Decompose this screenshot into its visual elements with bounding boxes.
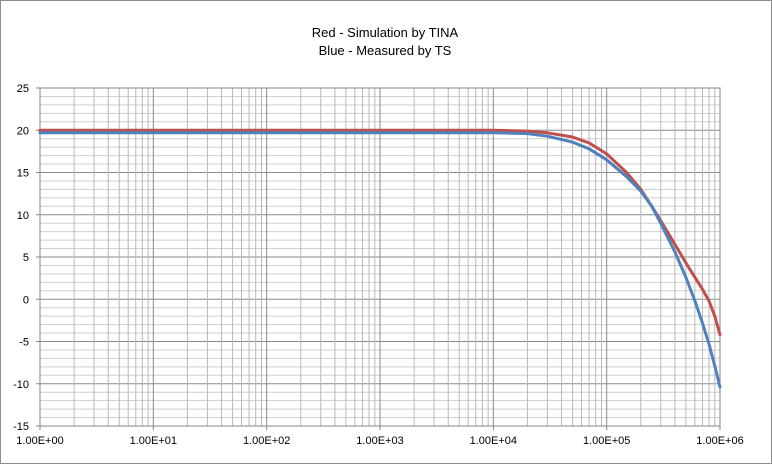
y-tick-label: -5 [19, 337, 29, 349]
x-tick-label: 1.00E+03 [356, 435, 403, 447]
y-tick-label: 15 [17, 168, 29, 180]
y-tick-label: -10 [13, 379, 29, 391]
x-tick-labels: 1.00E+00 1.00E+01 1.00E+02 1.00E+03 1.00E+04… [16, 426, 744, 447]
x-tick-label: 1.00E+01 [130, 435, 177, 447]
x-tick-label: 1.00E+05 [583, 435, 630, 447]
x-tick-label: 1.00E+06 [696, 435, 743, 447]
chart-title: Red - Simulation by TINA Blue - Measured… [0, 24, 770, 60]
series-line-2 [38, 131, 722, 389]
title-line-2: Blue - Measured by TS [318, 43, 452, 58]
y-tick-label: 0 [23, 294, 29, 306]
y-tick-label: 25 [17, 83, 29, 95]
y-tick-label: 10 [17, 210, 29, 222]
grid-lines [39, 87, 721, 427]
x-tick-label: 1.00E+00 [16, 435, 63, 447]
y-tick-labels: -15 -10 -5 0 5 10 15 20 25 [13, 83, 40, 433]
y-tick-label: -15 [13, 421, 29, 433]
title-line-1: Red - Simulation by TINA [311, 25, 459, 40]
y-tick-label: 20 [17, 125, 29, 137]
series-lines [38, 128, 722, 389]
x-tick-label: 1.00E+02 [243, 435, 290, 447]
x-tick-label: 1.00E+04 [470, 435, 517, 447]
y-tick-label: 5 [23, 252, 29, 264]
series-line-1 [38, 128, 722, 337]
